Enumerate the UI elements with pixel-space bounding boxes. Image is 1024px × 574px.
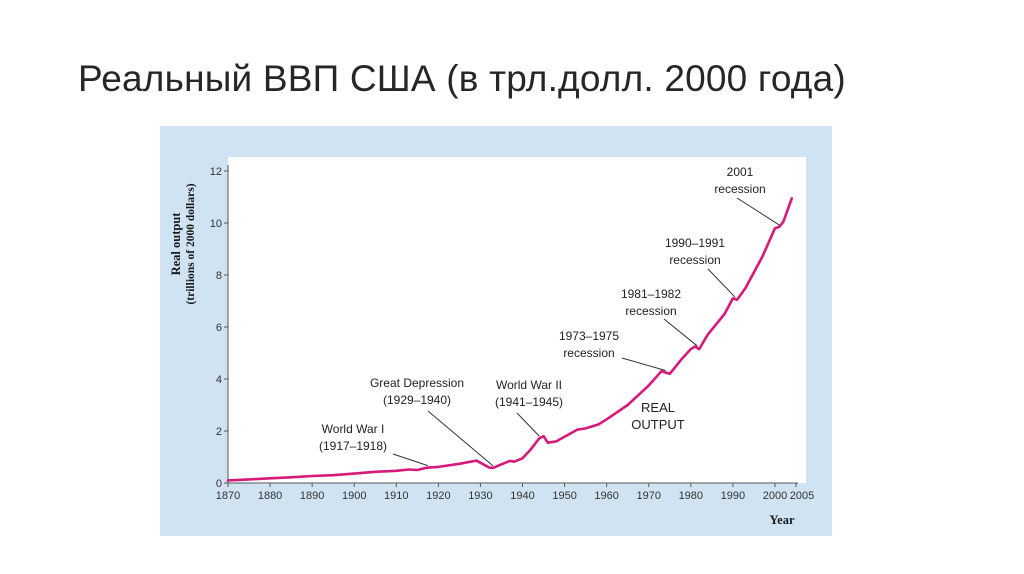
annotation-label: recession [669,253,720,267]
annotation-label: recession [563,346,614,360]
y-tick-label: 12 [210,166,222,178]
annotation-label: Great Depression [370,376,464,390]
x-tick-label: 1870 [216,490,240,502]
x-tick-label: 1940 [510,490,534,502]
x-tick-label: 1910 [384,490,408,502]
annotation: 1990–1991 recession [665,236,736,298]
x-axis-title-text: Year [770,513,795,527]
annotation-label: 1973–1975 [559,329,619,343]
annotation-label: World War I [322,422,385,436]
y-tick-label: 10 [210,218,222,230]
annotation-pointer [736,197,780,226]
annotation-pointer [707,268,736,298]
annotation: World War II (1941–1945) [495,378,563,437]
y-axis-title-sub: (trillions of 2000 dollars) [185,183,197,304]
x-tick-label: 1900 [342,490,366,502]
y-tick-label: 2 [216,426,222,438]
annotation-pointer [663,318,698,347]
y-tick-label: 8 [216,270,222,282]
x-tick-label: 1950 [552,490,576,502]
y-axis-title-group: Real output (trillions of 2000 dollars) [169,183,197,304]
annotation-label: recession [625,304,676,318]
axes [227,157,806,484]
annotation-pointer [392,453,429,467]
x-tick-label: 1970 [636,490,660,502]
annotation-label: 1981–1982 [621,287,681,301]
y-tick-label: 4 [216,374,222,386]
chart-panel: Real output (trillions of 2000 dollars) 0… [160,126,832,536]
x-tick-label: 1920 [426,490,450,502]
annotation-pointer [427,410,494,467]
x-tick-label: 1980 [679,490,703,502]
y-axis-title-main: Real output [169,212,183,276]
annotations: World War I (1917–1918) Great Depression (1… [319,165,780,467]
x-tick-label: 2005 [790,490,814,502]
annotation: 2001 recession [714,165,780,226]
series-label-text: REAL [641,400,675,415]
y-tick-labels: 0 2 4 6 8 10 12 [210,166,228,490]
x-tick-label: 1880 [258,490,282,502]
y-tick-label: 6 [216,322,222,334]
annotation-label: World War II [496,378,562,392]
real-output-line [226,197,794,482]
annotation: Great Depression (1929–1940) [370,376,494,467]
annotation-label: 1990–1991 [665,236,725,250]
series-label-text: OUTPUT [631,417,685,432]
x-tick-label: 1890 [300,490,324,502]
y-axis-title: Real output (trillions of 2000 dollars) [169,183,197,304]
annotation-label: recession [714,182,765,196]
y-tick-label: 0 [216,478,222,490]
x-tick-label: 1930 [468,490,492,502]
plot-area [228,157,806,483]
annotation-label: 2001 [727,165,754,179]
series-label: REAL OUTPUT [631,400,685,432]
x-tick-label: 1990 [721,490,745,502]
x-tick-label: 1960 [594,490,618,502]
page-title: Реальный ВВП США (в трл.долл. 2000 года) [78,58,846,99]
x-axis-title: Year [770,513,795,527]
annotation-label: (1941–1945) [495,395,563,409]
annotation: 1981–1982 recession [621,287,698,347]
series-lines [226,197,794,482]
annotation: 1973–1975 recession [559,329,666,371]
annotation: World War I (1917–1918) [319,422,429,467]
annotation-label: (1929–1940) [383,393,451,407]
annotation-pointer [516,412,540,437]
gdp-line-chart: Real output (trillions of 2000 dollars) 0… [169,157,814,527]
annotation-pointer [621,357,666,371]
x-tick-label: 2000 [763,490,787,502]
x-tick-labels: 1870 1880 1890 1900 1910 1920 1930 1940 1950 1960… [216,483,814,502]
annotation-label: (1917–1918) [319,439,387,453]
